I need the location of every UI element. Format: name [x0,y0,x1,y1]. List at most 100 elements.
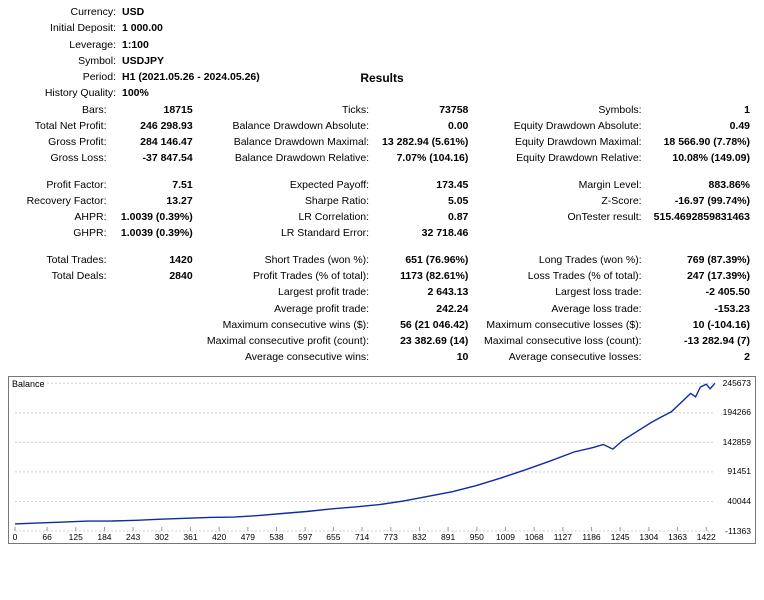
stat-label: LR Correlation: [199,209,375,225]
value: H1 (2021.05.26 - 2024.05.26) [122,69,756,85]
stat-label: Bars: [8,102,113,118]
stat-label: Equity Drawdown Maximal: [474,134,647,150]
xtick: 1127 [554,532,572,542]
stat-value: 2 [648,349,756,365]
stat-value: 651 (76.96%) [375,252,474,268]
stat-label: Maximal consecutive profit (count): [199,333,375,349]
stat-label: Balance Drawdown Relative: [199,150,375,166]
ytick: 142859 [723,437,751,447]
ytick: 91451 [727,466,751,476]
stat-value: 13 282.94 (5.61%) [375,134,474,150]
chart-svg [9,377,757,545]
value: 1:100 [122,37,756,53]
stats-row: Total Trades:1420Short Trades (won %):65… [8,252,756,268]
kv-deposit: Initial Deposit:1 000.00 [8,20,756,36]
xtick: 361 [183,532,197,542]
stat-value: 7.07% (104.16) [375,150,474,166]
xtick: 243 [126,532,140,542]
xtick: 773 [384,532,398,542]
stat-label: Maximum consecutive wins ($): [199,317,375,333]
stat-value: 769 (87.39%) [648,252,756,268]
stat-value: 10.08% (149.09) [648,150,756,166]
stat-label: Loss Trades (% of total): [474,268,647,284]
stat-value: -16.97 (99.74%) [648,193,756,209]
label: Symbol: [8,53,122,69]
xtick: 597 [298,532,312,542]
xtick: 420 [212,532,226,542]
kv-symbol: Symbol:USDJPY [8,53,756,69]
stat-value [113,301,199,317]
balance-chart: Balance 2456731942661428599145140044-113… [8,376,756,544]
stat-value: 23 382.69 (14) [375,333,474,349]
stat-label: Maximum consecutive losses ($): [474,317,647,333]
xtick: 1363 [668,532,687,542]
stat-value: 18 566.90 (7.78%) [648,134,756,150]
stat-label: Margin Level: [474,177,647,193]
label: Initial Deposit: [8,20,122,36]
xtick: 538 [269,532,283,542]
xtick: 950 [470,532,484,542]
stat-label: Average consecutive wins: [199,349,375,365]
stat-value: 73758 [375,102,474,118]
chart-label: Balance [12,379,45,389]
kv-period: Period: H1 (2021.05.26 - 2024.05.26) Res… [8,69,756,85]
stat-value: -2 405.50 [648,284,756,300]
xtick: 1009 [496,532,515,542]
label: Currency: [8,4,122,20]
stat-value: 1420 [113,252,199,268]
stat-label: Average profit trade: [199,301,375,317]
stats-row: Gross Profit:284 146.47Balance Drawdown … [8,134,756,150]
stats-row: Recovery Factor:13.27Sharpe Ratio:5.05Z-… [8,193,756,209]
stat-label: Equity Drawdown Relative: [474,150,647,166]
stat-label: GHPR: [8,225,113,241]
label: Leverage: [8,37,122,53]
value: 100% [122,85,756,101]
stat-label: OnTester result: [474,209,647,225]
stat-value [113,284,199,300]
stat-label: Total Deals: [8,268,113,284]
stat-label: AHPR: [8,209,113,225]
xtick: 479 [241,532,255,542]
stat-value: 1173 (82.61%) [375,268,474,284]
stat-value: 247 (17.39%) [648,268,756,284]
stat-label: Gross Profit: [8,134,113,150]
stat-value: 2840 [113,268,199,284]
value: USD [122,4,756,20]
stat-value [113,317,199,333]
stat-label: Largest profit trade: [199,284,375,300]
xtick: 302 [155,532,169,542]
xtick: 1245 [611,532,630,542]
stats-row: AHPR:1.0039 (0.39%)LR Correlation:0.87On… [8,209,756,225]
stat-label: Total Net Profit: [8,118,113,134]
stat-value: 0.49 [648,118,756,134]
stat-value: -13 282.94 (7) [648,333,756,349]
xtick: 66 [42,532,51,542]
stat-value: 18715 [113,102,199,118]
stats-row: Gross Loss:-37 847.54Balance Drawdown Re… [8,150,756,166]
value: USDJPY [122,53,756,69]
xtick: 832 [412,532,426,542]
stats-row: Bars:18715Ticks:73758Symbols:1 [8,102,756,118]
stat-label: Total Trades: [8,252,113,268]
stats-row: Total Deals:2840Profit Trades (% of tota… [8,268,756,284]
stat-value: 1.0039 (0.39%) [113,225,199,241]
stat-label: Ticks: [199,102,375,118]
stat-label: Balance Drawdown Absolute: [199,118,375,134]
stats-table: Bars:18715Ticks:73758Symbols:1Total Net … [8,102,756,366]
stat-label: Recovery Factor: [8,193,113,209]
xtick: 891 [441,532,455,542]
stat-value: 5.05 [375,193,474,209]
stats-row: Maximum consecutive wins ($):56 (21 046.… [8,317,756,333]
stat-label: Average consecutive losses: [474,349,647,365]
stat-value: 883.86% [648,177,756,193]
kv-leverage: Leverage:1:100 [8,37,756,53]
stat-value: 515.4692859831463 [648,209,756,225]
stat-label: Expected Payoff: [199,177,375,193]
stats-row: Total Net Profit:246 298.93Balance Drawd… [8,118,756,134]
stat-label: Maximal consecutive loss (count): [474,333,647,349]
stat-value: 7.51 [113,177,199,193]
stats-row: Profit Factor:7.51Expected Payoff:173.45… [8,177,756,193]
ytick: -11363 [725,526,751,536]
stat-label: Sharpe Ratio: [199,193,375,209]
ytick: 245673 [723,378,751,388]
